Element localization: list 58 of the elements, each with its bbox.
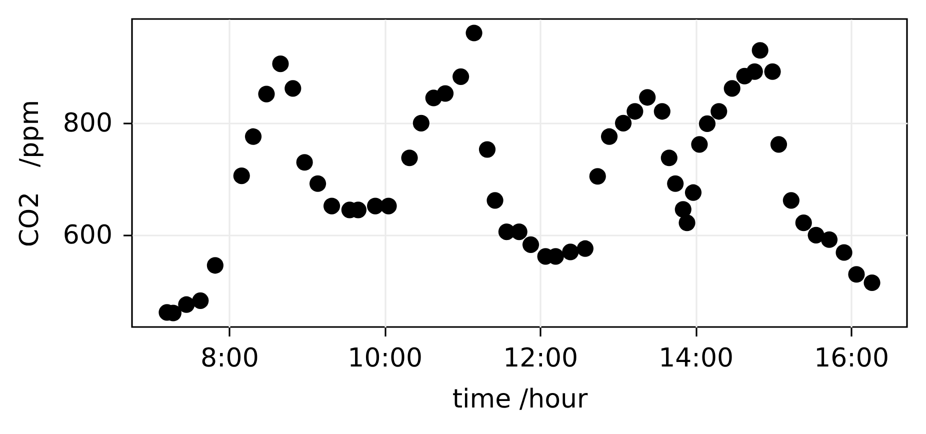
point — [522, 236, 540, 253]
point — [698, 115, 716, 132]
point — [380, 198, 397, 214]
point — [284, 80, 302, 97]
x-tick-label: 16:00 — [814, 344, 889, 374]
point — [864, 274, 880, 292]
y-tick-label: 600 — [62, 220, 112, 251]
point — [510, 224, 528, 240]
point — [639, 89, 656, 106]
point — [710, 103, 728, 120]
point — [836, 244, 852, 261]
point — [808, 226, 824, 244]
point — [233, 168, 250, 184]
point — [258, 86, 275, 102]
point — [486, 192, 504, 209]
point — [770, 136, 788, 153]
point — [452, 68, 470, 85]
point — [244, 128, 262, 145]
x-tick-label: 14:00 — [658, 344, 734, 374]
point — [412, 114, 430, 132]
x-tick-label: 8:00 — [200, 344, 259, 374]
point — [323, 198, 340, 214]
point — [764, 63, 781, 80]
y-tick-label: 800 — [62, 108, 112, 139]
point — [296, 154, 313, 171]
point — [782, 192, 800, 209]
point — [466, 24, 482, 42]
point — [752, 42, 768, 59]
point — [562, 244, 579, 260]
point — [576, 240, 594, 257]
point — [795, 214, 812, 232]
point — [309, 175, 326, 192]
y-axis-title: CO2 /ppm — [14, 100, 45, 248]
point — [848, 266, 865, 283]
x-tick-label: 12:00 — [503, 344, 578, 374]
point — [192, 292, 209, 309]
point — [401, 150, 418, 166]
point — [678, 214, 696, 232]
point — [272, 56, 289, 72]
point — [674, 201, 692, 218]
point — [820, 231, 838, 248]
point — [684, 184, 702, 201]
point — [206, 257, 224, 274]
point — [746, 63, 763, 80]
x-axis-title: time /hour — [452, 384, 588, 414]
point — [600, 128, 618, 145]
point — [660, 150, 678, 166]
point — [478, 141, 496, 158]
point — [178, 296, 195, 313]
point — [626, 103, 644, 120]
x-tick-label: 10:00 — [348, 344, 423, 374]
point — [724, 80, 740, 97]
point — [436, 85, 454, 102]
point — [589, 168, 606, 185]
point — [667, 175, 684, 192]
point — [614, 114, 632, 132]
point — [654, 103, 670, 120]
point — [691, 136, 708, 153]
